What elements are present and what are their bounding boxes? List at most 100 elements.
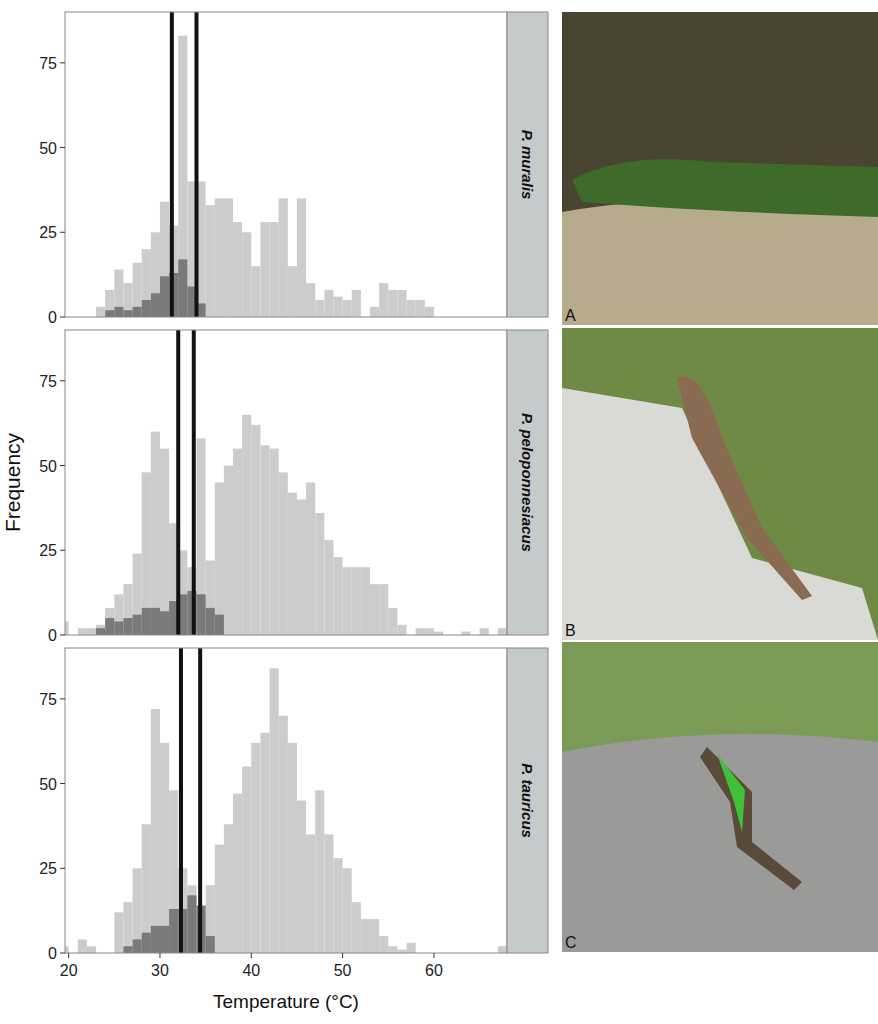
plot-background (65, 648, 507, 953)
histogram-bar (178, 36, 187, 317)
x-tick (342, 953, 343, 958)
histogram-bar (206, 608, 215, 635)
histogram-bar (160, 743, 169, 953)
histogram-bar (370, 919, 379, 953)
histogram-bar (133, 868, 142, 953)
histogram-bar (123, 584, 132, 635)
histogram-bar (65, 946, 69, 953)
y-tick-label: 25 (39, 224, 57, 241)
figure: P. muralis0255075AP. peloponnesiacus0255… (0, 0, 878, 1024)
reference-line (198, 648, 202, 953)
histogram-bar (315, 790, 324, 953)
photo-rock (562, 388, 878, 640)
histogram-bar (142, 608, 151, 635)
histogram-bar (160, 276, 169, 317)
facet-label: P. peloponnesiacus (519, 413, 536, 552)
histogram-bar (206, 885, 215, 953)
histogram-bar (197, 594, 206, 635)
histogram-bar (416, 628, 425, 635)
histogram-bar (260, 445, 269, 635)
histogram-bar (142, 249, 151, 317)
histogram-bar (324, 290, 333, 317)
panel: P. muralis0255075 (39, 12, 548, 326)
histogram-bar (151, 926, 160, 953)
histogram-bar (160, 611, 169, 635)
reference-line (176, 330, 180, 635)
histogram-bar (416, 300, 425, 317)
histogram-bar (215, 615, 224, 635)
histogram-bar (397, 625, 406, 635)
histogram-bar (105, 290, 114, 317)
histogram-bar (315, 300, 324, 317)
y-tick (60, 62, 65, 63)
histogram-bar (206, 560, 215, 635)
histogram-bar (407, 943, 416, 953)
histogram-bar (151, 293, 160, 317)
histogram-bar (215, 845, 224, 953)
panel: P. peloponnesiacus0255075Frequency (1, 330, 548, 644)
histogram-bar (343, 567, 352, 635)
photo-rock (562, 198, 878, 325)
histogram-bar (96, 628, 105, 635)
histogram-bar (123, 902, 132, 953)
histogram-bar (160, 449, 169, 635)
x-tick-label: 30 (151, 962, 169, 979)
histogram-bar (297, 198, 306, 317)
histogram-bar (361, 567, 370, 635)
y-tick (60, 465, 65, 466)
histogram-bar (215, 198, 224, 317)
y-tick-label: 0 (48, 627, 57, 644)
y-tick-label: 50 (39, 140, 57, 157)
histogram-bar (160, 202, 169, 317)
histogram-bar (96, 307, 105, 317)
histogram-bar (288, 266, 297, 317)
histogram-bar (480, 628, 489, 635)
histogram-bar (333, 858, 342, 953)
histogram-bar (114, 594, 123, 635)
histogram-bar (270, 668, 279, 953)
histogram-bar (379, 936, 388, 953)
marks (65, 330, 507, 635)
photo-lizard (677, 377, 812, 600)
y-tick (60, 698, 65, 699)
x-tick-label: 60 (425, 962, 443, 979)
histogram-bar (206, 205, 215, 317)
histogram-bar (498, 628, 507, 635)
histogram-bar (114, 270, 123, 317)
histogram-bar (187, 895, 196, 953)
x-tick (159, 953, 160, 958)
plot-frame (65, 12, 507, 317)
reference-line (195, 12, 199, 317)
histogram-bar (142, 824, 151, 953)
histogram-bar (388, 946, 397, 953)
histogram-bar (224, 824, 233, 953)
y-tick-label: 0 (48, 309, 57, 326)
histogram-bar (96, 625, 105, 635)
histogram-bar (114, 912, 123, 953)
y-tick (60, 380, 65, 381)
histogram-bar (434, 632, 443, 635)
histogram-bar (279, 198, 288, 317)
reference-line (170, 12, 174, 317)
histogram-bar (123, 283, 132, 317)
histogram-bar (78, 628, 87, 635)
panel: P. tauricus02550752030405060Temperature … (39, 648, 548, 1012)
histogram-bar (343, 868, 352, 953)
histogram-bar (279, 472, 288, 635)
histogram-bar (105, 310, 114, 317)
histogram-bar (78, 939, 87, 953)
histogram-bar (397, 950, 406, 953)
histogram-bar (425, 628, 434, 635)
histogram-bar (315, 513, 324, 635)
histogram-bar (114, 621, 123, 635)
histogram-bar (270, 449, 279, 635)
histogram-bar (133, 263, 142, 317)
y-tick (60, 953, 65, 954)
y-tick-label: 25 (39, 542, 57, 559)
photo-background (562, 642, 878, 952)
y-tick (60, 868, 65, 869)
panel-letter: A (565, 307, 576, 324)
histogram-bar (133, 554, 142, 635)
histogram-bar (279, 716, 288, 953)
histogram-bar (352, 567, 361, 635)
